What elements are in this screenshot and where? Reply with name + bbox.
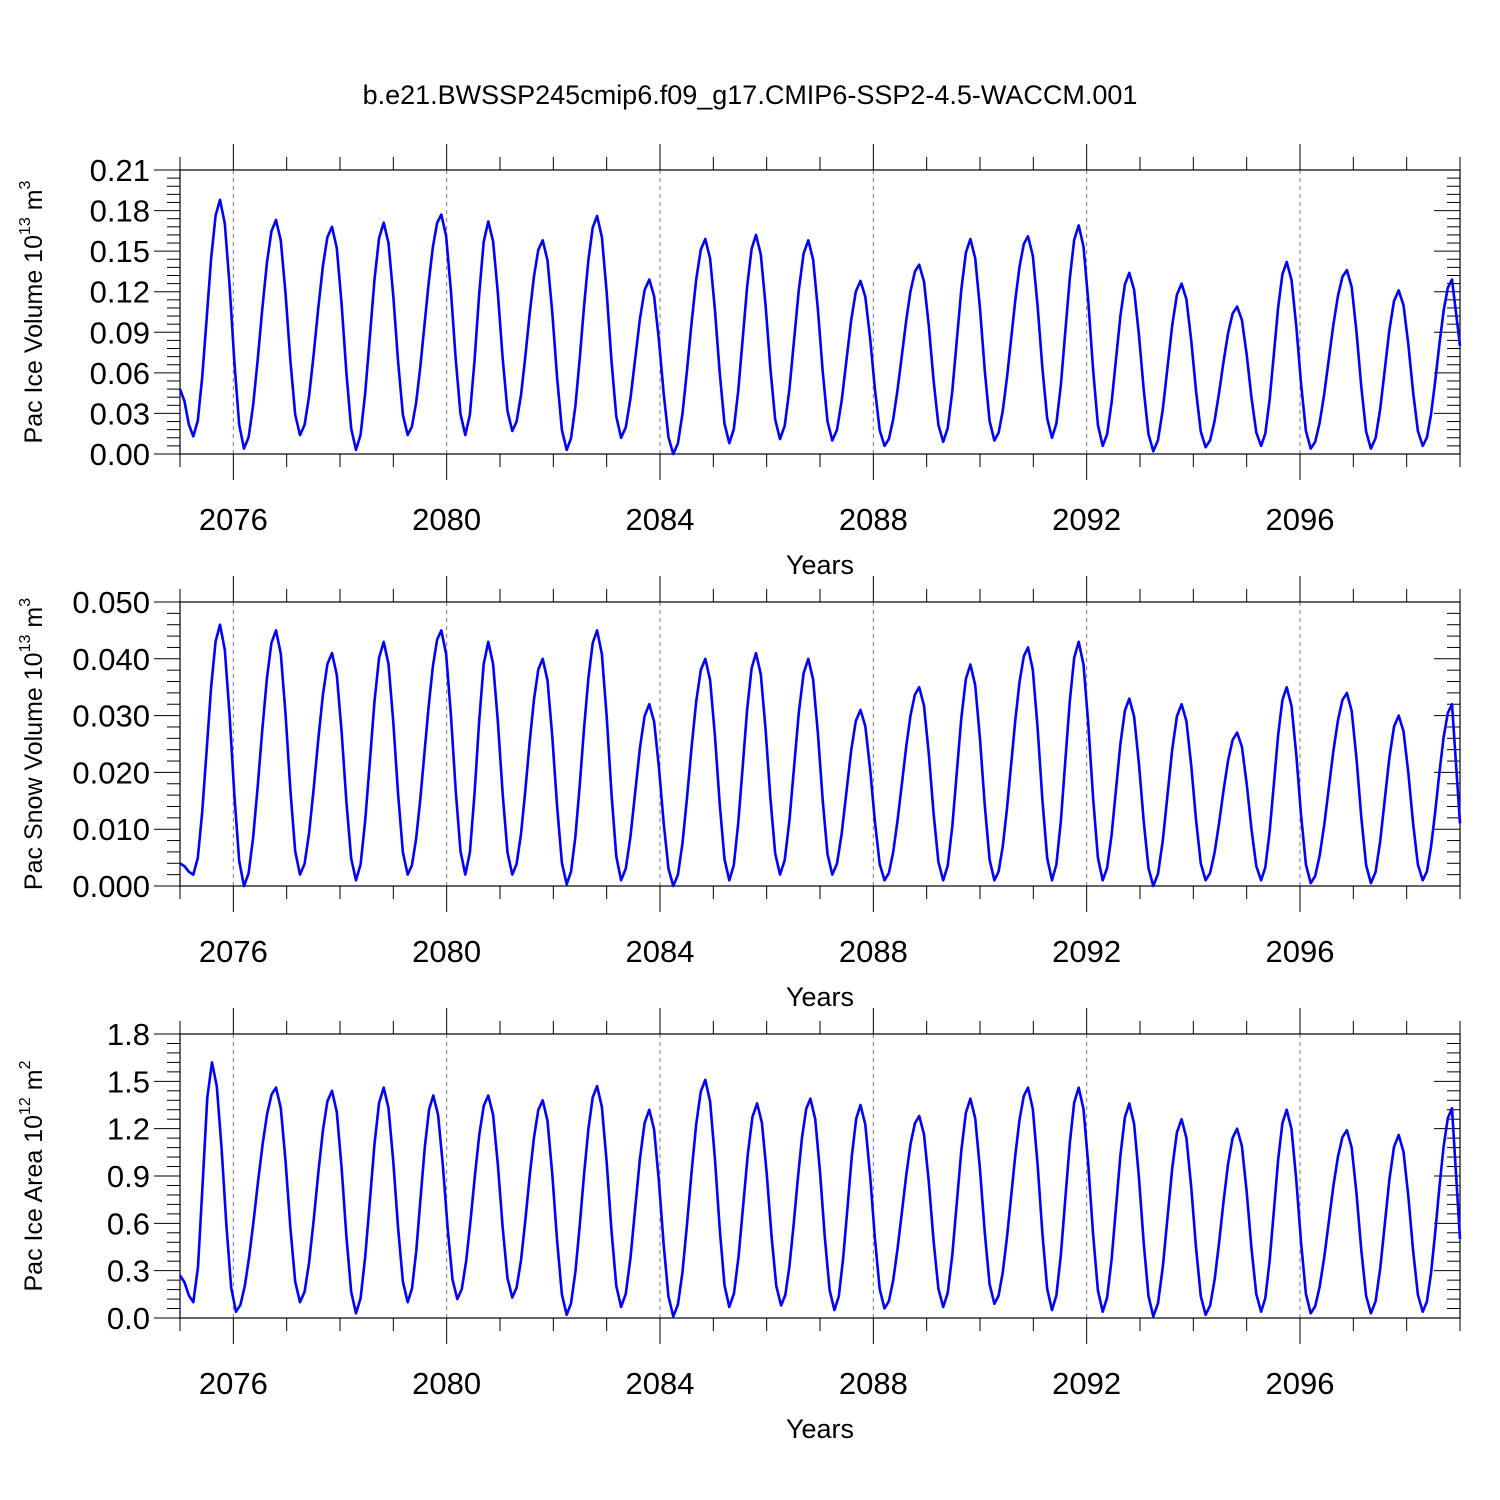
x-tick-label: 2076 (199, 934, 268, 969)
panel-3: 0.0 0.3 0.6 0.9 1.2 1.5 1.8 2076 2080 2084 2088 209… (17, 1008, 1462, 1444)
panel-2: 0.000 0.010 0.020 0.030 0.040 0.050 2076 2080 20… (17, 576, 1462, 1012)
y-tick-label: 0.03 (90, 396, 150, 431)
x-tick-label: 2096 (1266, 502, 1335, 537)
y-tick-label: 0.9 (107, 1159, 150, 1194)
series-line (179, 623, 1462, 888)
y-tick-label: 0.09 (90, 315, 150, 350)
x-tick-label: 2080 (412, 502, 481, 537)
y-tick-label: 0.010 (72, 812, 150, 847)
x-tick-label: 2088 (839, 1366, 908, 1401)
x-tick-label: 2084 (626, 502, 695, 537)
x-tick-label: 2092 (1052, 1366, 1121, 1401)
y-tick-label: 0.3 (107, 1254, 150, 1289)
x-tick-label: 2076 (199, 1366, 268, 1401)
x-tick-label: 2084 (626, 1366, 695, 1401)
y-tick-label: 0.21 (90, 153, 150, 188)
y-tick-label: 0.18 (90, 194, 150, 229)
x-tick-label: 2092 (1052, 502, 1121, 537)
y-tick-label: 0.000 (72, 869, 150, 904)
y-tick-label: 0.6 (107, 1206, 150, 1241)
x-tick-label: 2080 (412, 934, 481, 969)
y-tick-label: 0.040 (72, 642, 150, 677)
x-tick-label: 2088 (839, 934, 908, 969)
y-tick-label: 0.020 (72, 755, 150, 790)
x-tick-label: 2084 (626, 934, 695, 969)
y-tick-label: 0.12 (90, 275, 150, 310)
panel-1: 0.00 0.03 0.06 0.09 0.12 0.15 0.18 0.21 2076 2080… (17, 144, 1462, 580)
x-tick-label: 2092 (1052, 934, 1121, 969)
y-axis-label: Pac Ice Area 1012 m2 (17, 1060, 48, 1291)
y-tick-label: 0.030 (72, 699, 150, 734)
y-axis-label: Pac Ice Volume 1013 m3 (17, 180, 48, 443)
x-axis-label: Years (786, 982, 854, 1012)
x-tick-label: 2080 (412, 1366, 481, 1401)
y-tick-label: 0.0 (107, 1301, 150, 1336)
series-line (178, 1061, 1462, 1318)
y-tick-label: 0.15 (90, 234, 150, 269)
x-tick-label: 2076 (199, 502, 268, 537)
series-line (178, 198, 1462, 456)
x-tick-label: 2088 (839, 502, 908, 537)
y-tick-label: 1.8 (107, 1017, 150, 1052)
y-axis-label: Pac Snow Volume 1013 m3 (17, 598, 48, 890)
x-axis-label: Years (786, 550, 854, 580)
y-tick-label: 1.5 (107, 1064, 150, 1099)
x-tick-label: 2096 (1266, 934, 1335, 969)
figure-title: b.e21.BWSSP245cmip6.f09_g17.CMIP6-SSP2-4… (362, 80, 1138, 110)
y-tick-label: 0.06 (90, 356, 150, 391)
x-tick-label: 2096 (1266, 1366, 1335, 1401)
y-tick-label: 0.050 (72, 585, 150, 620)
y-tick-label: 0.00 (90, 437, 150, 472)
y-tick-label: 1.2 (107, 1112, 150, 1147)
x-axis-label: Years (786, 1414, 854, 1444)
